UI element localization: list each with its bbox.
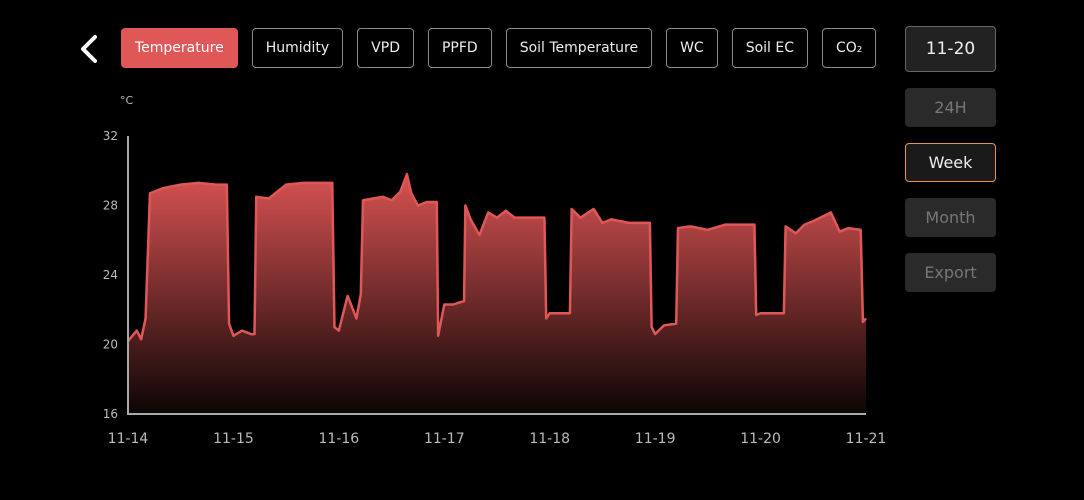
tab[interactable]: VPD (357, 28, 414, 68)
date-button[interactable]: 11-20 (905, 26, 996, 72)
y-unit: °C (120, 94, 134, 107)
range-button[interactable]: 24H (905, 88, 996, 127)
side-panel: 11-20 24H Week Month Export (905, 26, 996, 308)
x-tick-label: 11-18 (529, 431, 570, 447)
y-tick-label: 20 (103, 338, 118, 352)
y-tick-label: 16 (103, 407, 118, 421)
x-tick-label: 11-16 (319, 431, 360, 447)
x-tick-label: 11-19 (635, 431, 676, 447)
range-button[interactable]: Month (905, 198, 996, 237)
axis (127, 136, 866, 415)
range-button[interactable]: Week (905, 143, 996, 182)
tab[interactable]: Soil Temperature (505, 28, 653, 68)
tab[interactable]: CO₂ (822, 28, 877, 68)
range-button[interactable]: Export (905, 253, 996, 292)
area (128, 174, 866, 414)
x-tick-label: 11-21 (846, 431, 887, 447)
tab[interactable]: WC (666, 28, 718, 68)
y-tick-label: 32 (103, 129, 118, 143)
tab[interactable]: PPFD (427, 28, 492, 68)
tab[interactable]: Soil EC (731, 28, 809, 68)
tab-bar: Temperature Humidity VPD PPFD Soil Temperatu… (121, 28, 877, 68)
y-tick-label: 28 (103, 199, 118, 213)
x-tick-label: 11-17 (424, 431, 465, 447)
x-tick-label: 11-15 (213, 431, 254, 447)
x-tick-label: 11-20 (740, 431, 781, 447)
back-button[interactable] (75, 29, 105, 69)
chart: °C 16 20 24 28 32 11-14 11-15 11-16 11-17 11-18 11… (103, 94, 887, 447)
line (127, 172, 867, 342)
tab[interactable]: Temperature (121, 28, 238, 68)
tab[interactable]: Humidity (251, 28, 344, 68)
x-tick-label: 11-14 (108, 431, 149, 447)
y-tick-label: 24 (103, 268, 118, 282)
